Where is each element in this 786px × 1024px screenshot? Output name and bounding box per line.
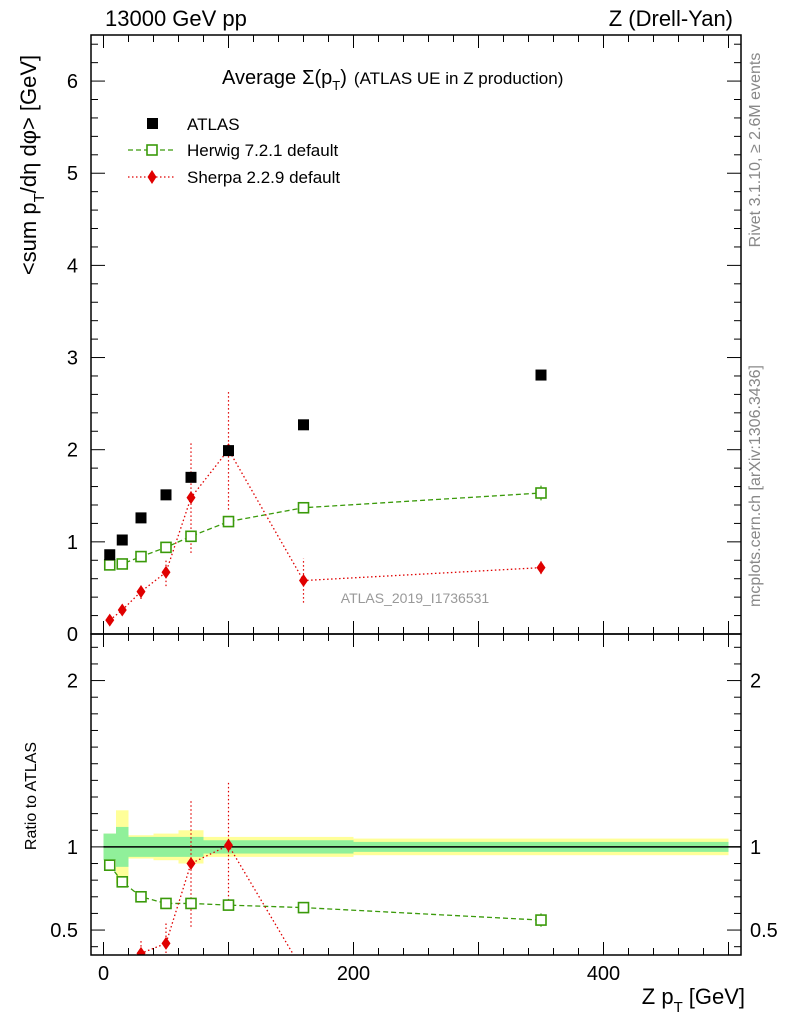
main-data <box>103 369 547 627</box>
sherpa-point <box>161 565 171 579</box>
chart-title: Average Σ(pT) (ATLAS UE in Z production) <box>222 67 563 93</box>
xtick-label-200: 200 <box>337 963 370 985</box>
ratio-herwig-point <box>116 876 129 888</box>
ratio-y-axis-label: Ratio to ATLAS <box>23 742 40 850</box>
sherpa-point <box>136 585 146 599</box>
legend-marker-atlas <box>147 118 158 129</box>
header-process: Z (Drell-Yan) <box>609 6 733 31</box>
atlas-point <box>298 419 309 431</box>
herwig-point <box>116 558 129 570</box>
ratio-herwig-point <box>297 901 310 914</box>
ratio-herwig-point <box>103 859 116 871</box>
mcplots-credit-text: mcplots.cern.ch [arXiv:1306.3436] <box>747 365 764 607</box>
ratio-frame <box>90 633 742 956</box>
ratio-herwig-point <box>135 890 147 903</box>
main-ytick-label-5: 5 <box>67 163 78 185</box>
legend-marker-herwig <box>146 144 158 156</box>
atlas-point <box>104 549 116 561</box>
ratio-ytick-label-left-0p5: 0.5 <box>50 920 78 942</box>
sherpa-point <box>536 561 546 575</box>
sherpa-point <box>186 491 196 505</box>
main-ytick-label-1: 1 <box>67 532 78 554</box>
legend-label-herwig: Herwig 7.2.1 default <box>187 141 338 160</box>
herwig-point <box>222 515 235 528</box>
herwig-point <box>297 501 310 514</box>
legend-label-atlas: ATLAS <box>187 115 240 134</box>
atlas-point <box>116 534 128 546</box>
chart-title-close: ) <box>340 67 347 89</box>
ratio-sherpa-point <box>224 838 233 852</box>
x-tick-labels: 0 200 400 <box>98 963 620 985</box>
sherpa-line <box>109 448 542 621</box>
atlas-point <box>223 445 234 457</box>
herwig-line <box>109 492 542 566</box>
chart-title-rest: (ATLAS UE in Z production) <box>354 69 563 88</box>
legend: ATLAS Herwig 7.2.1 default Sherpa 2.2.9 … <box>128 115 340 187</box>
ratio-uncertainty-bands <box>103 810 741 884</box>
ratio-herwig-point <box>535 914 547 926</box>
xtick-label-400: 400 <box>587 963 620 985</box>
ratio-ytick-labels: 0.5 1 2 0.5 1 2 <box>50 671 778 942</box>
ratio-ytick-label-left-1: 1 <box>67 837 78 859</box>
legend-label-sherpa: Sherpa 2.2.9 default <box>187 168 340 187</box>
main-ytick-label-2: 2 <box>67 440 78 462</box>
ratio-ytick-label-right-2: 2 <box>750 671 761 693</box>
chart-title-sub: T <box>332 78 340 93</box>
sherpa-point <box>299 574 308 588</box>
herwig-point <box>160 541 172 554</box>
ratio-sherpa-line <box>138 844 295 955</box>
ratio-ytick-label-right-1: 1 <box>750 837 761 859</box>
herwig-point <box>103 559 116 571</box>
ratio-sherpa-point <box>161 936 171 950</box>
ratio-herwig-point <box>160 897 172 910</box>
ratio-sherpa-point <box>186 857 196 871</box>
ratio-herwig-line <box>109 864 542 921</box>
herwig-point <box>185 530 197 543</box>
ratio-ytick-label-right-0p5: 0.5 <box>750 920 778 942</box>
main-ticks <box>91 35 741 635</box>
ratio-sherpa-point <box>136 946 146 955</box>
ratio-sherpa-point <box>118 965 127 978</box>
xtick-label-0: 0 <box>98 963 109 985</box>
atlas-point <box>160 489 172 501</box>
ratio-sherpa-point <box>299 965 308 978</box>
main-ytick-label-4: 4 <box>67 255 78 277</box>
main-ytick-label-3: 3 <box>67 348 78 370</box>
x-axis-label: Z pT [GeV] <box>642 984 745 1016</box>
legend-marker-sherpa <box>147 170 157 184</box>
ratio-ticks <box>91 634 741 955</box>
main-panel: 1 2 3 4 5 6 0 ATLAS_2019_I1736531 Averag… <box>16 34 742 646</box>
sherpa-point <box>105 613 115 627</box>
chart-title-symbol: Σ(p <box>302 67 332 89</box>
rivet-version-text: Rivet 3.1.10, ≥ 2.6M events <box>747 53 764 248</box>
ratio-data <box>103 782 547 978</box>
chart-title-main: Average <box>222 67 296 89</box>
ratio-ytick-label-left-2: 2 <box>67 671 78 693</box>
main-y-axis-label: <sum pT/dη dφ> [GeV] <box>16 55 48 275</box>
analysis-watermark: ATLAS_2019_I1736531 <box>341 590 490 606</box>
atlas-point <box>535 369 547 381</box>
ratio-panel: 0.5 1 2 0.5 1 2 0 200 400 Ratio to ATLAS… <box>23 633 778 1016</box>
ratio-herwig-point <box>222 899 235 911</box>
main-ytick-labels: 1 2 3 4 5 6 0 <box>67 71 78 646</box>
header-collision: 13000 GeV pp <box>105 6 247 31</box>
herwig-point <box>135 550 147 563</box>
herwig-point <box>535 487 547 499</box>
ratio-sherpa-point <box>537 963 546 976</box>
ratio-herwig-point <box>185 897 197 910</box>
atlas-point <box>185 471 197 483</box>
main-ytick-label-0: 0 <box>67 624 78 646</box>
atlas-point <box>135 512 147 524</box>
main-ytick-label-6: 6 <box>67 71 78 93</box>
sherpa-point <box>117 603 127 617</box>
